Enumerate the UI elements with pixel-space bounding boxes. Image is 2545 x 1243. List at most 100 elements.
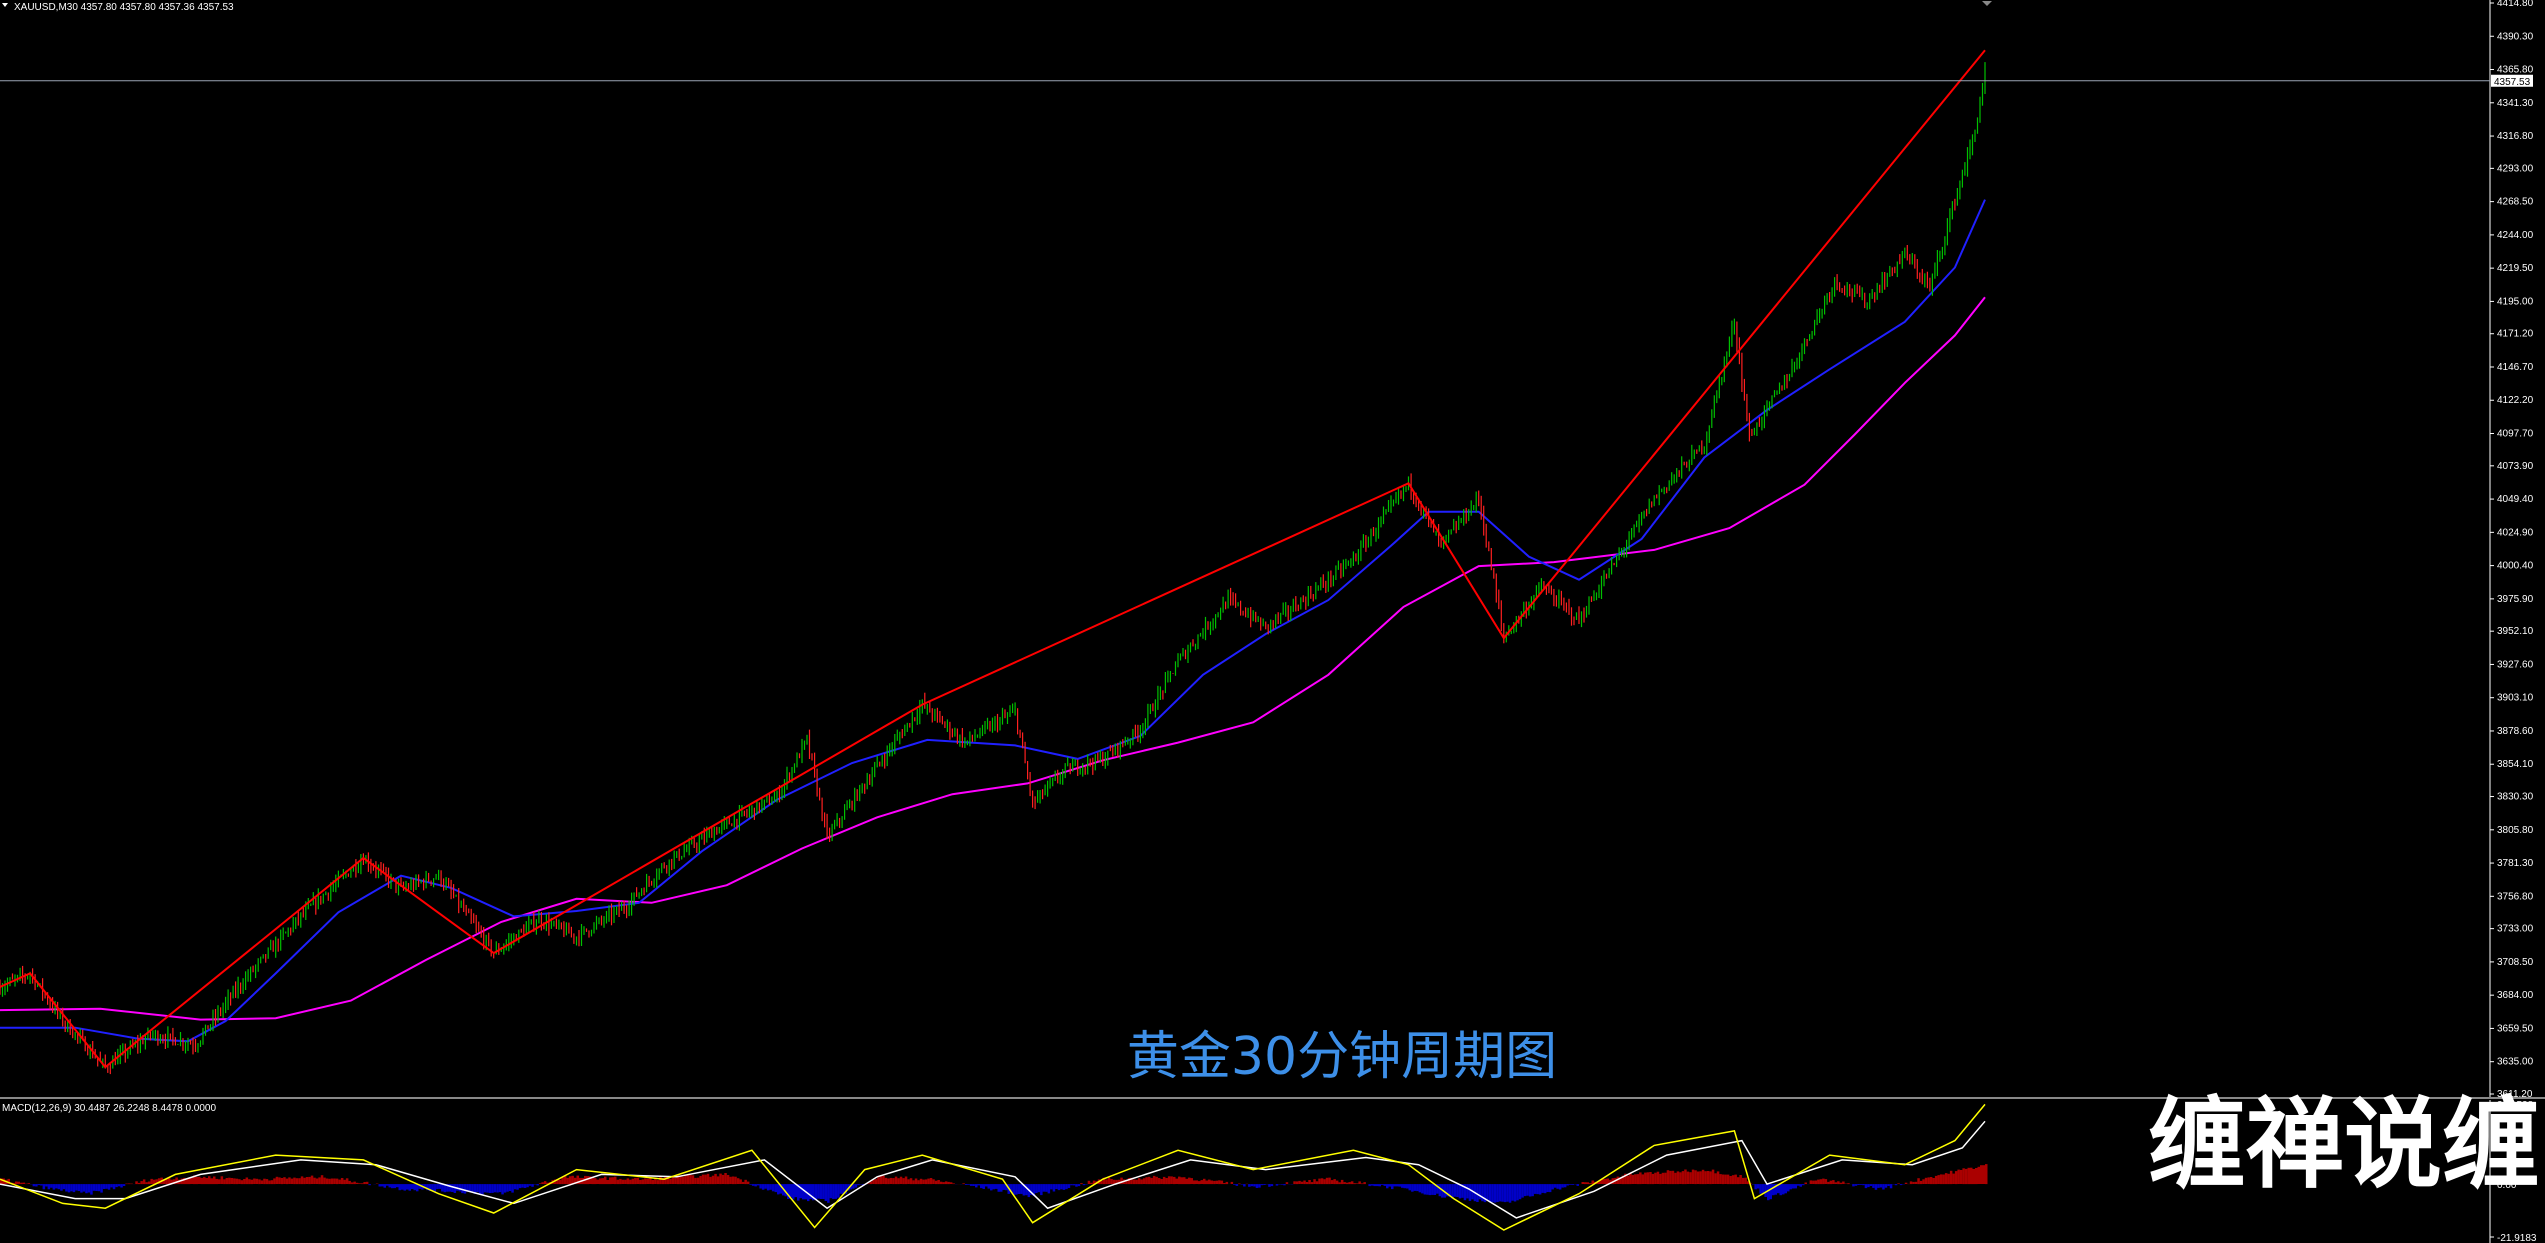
histogram-bar [1110,1179,1113,1184]
histogram-bar [942,1182,945,1185]
histogram-bar [1874,1184,1878,1190]
histogram-bar [478,1184,482,1194]
histogram-bar [210,1178,213,1185]
current-price-layer: 4357.53 [0,74,2533,88]
histogram-bar [1563,1184,1567,1188]
histogram-bar [1218,1180,1221,1185]
histogram-bar [1015,1184,1018,1195]
histogram-bar [1433,1184,1437,1195]
histogram-bar [1822,1178,1825,1185]
histogram-bar [268,1180,271,1185]
histogram-bar [1746,1181,1750,1185]
collapse-arrow-icon[interactable] [2,3,8,7]
histogram-bar [1664,1172,1667,1184]
histogram-bar [1493,1184,1497,1203]
histogram-bar [493,1184,497,1193]
histogram-bar [1769,1184,1772,1200]
histogram-bar [233,1178,236,1185]
histogram-bar [416,1184,419,1192]
zigzag-layer [0,49,1986,1069]
histogram-bar [1348,1182,1351,1185]
histogram-bar [1601,1178,1604,1184]
histogram-bar [1335,1180,1339,1185]
histogram-bar [829,1184,833,1199]
histogram-bar [1185,1178,1188,1185]
histogram-bar [1704,1171,1707,1185]
histogram-bar [155,1179,158,1184]
histogram-bar [152,1179,156,1185]
histogram-bar [975,1184,978,1188]
histogram-bar [511,1184,514,1193]
histogram-bar [1102,1177,1106,1185]
histogram-bar [243,1179,246,1185]
histogram-bar [902,1178,905,1185]
macd-tick-label: -21.9183 [2497,1233,2537,1243]
histogram-bar [1165,1178,1168,1185]
histogram-bar [27,1183,31,1184]
histogram-bar [987,1184,990,1189]
histogram-bar [1230,1181,1234,1184]
histogram-bar [972,1184,975,1186]
scroll-marker-icon[interactable] [1982,1,1992,6]
histogram-bar [1581,1182,1584,1184]
histogram-bar [1616,1176,1620,1184]
price-tick-label: 3830.30 [2497,792,2534,803]
histogram-bar [426,1184,429,1191]
histogram-bar [616,1179,620,1185]
histogram-bar [47,1184,51,1190]
histogram-bar [1952,1173,1955,1184]
histogram-bar [183,1177,186,1185]
histogram-bar [1518,1184,1522,1200]
current-price-tag: 4357.53 [2494,77,2531,88]
histogram-bar [501,1184,504,1195]
histogram-bar [1651,1173,1655,1185]
histogram-bar [75,1184,78,1191]
histogram-bar [561,1177,564,1185]
histogram-bar [172,1179,176,1185]
price-tick-label: 4049.40 [2497,494,2534,505]
histogram-bar [1962,1168,1965,1185]
histogram-bar [1125,1179,1128,1185]
histogram-bar [1959,1170,1963,1184]
histogram-bar [1213,1180,1216,1185]
histogram-bar [461,1184,464,1194]
histogram-bar [378,1184,381,1187]
histogram-bar [924,1179,928,1185]
histogram-bar [1869,1184,1873,1186]
histogram-bar [977,1184,980,1186]
histogram-bar [1080,1183,1083,1185]
histogram-bar [606,1180,609,1185]
histogram-bar [792,1184,795,1200]
histogram-bar [170,1179,173,1184]
histogram-bar [17,1181,20,1185]
histogram-bar [867,1183,870,1185]
histogram-bar [198,1176,201,1184]
histogram-bar [1270,1184,1274,1187]
histogram-bar [1416,1184,1419,1192]
histogram-bar [894,1176,898,1185]
histogram-bar [1426,1184,1429,1195]
histogram-bar [809,1184,812,1199]
histogram-bar [1799,1184,1802,1187]
histogram-bar [749,1184,752,1185]
histogram-bar [1173,1176,1176,1185]
histogram-bar [363,1182,366,1185]
histogram-bar [215,1178,218,1185]
histogram-bar [1388,1184,1391,1187]
histogram-bar [498,1184,502,1193]
histogram-bar [899,1176,903,1184]
histogram-bar [1897,1183,1900,1184]
histogram-bar [1526,1184,1529,1196]
histogram-bar [1912,1181,1915,1184]
histogram-bar [52,1184,56,1190]
histogram-bar [631,1178,635,1185]
histogram-bar [403,1184,406,1191]
histogram-bar [105,1184,108,1189]
histogram-bar [348,1180,351,1185]
macd-signal-layer [0,1120,1986,1219]
price-panel: 4414.80 4390.30 4365.80 4341.30 4316.80 4293.… [0,0,2545,1100]
histogram-bar [746,1181,750,1185]
histogram-bar [1285,1182,1289,1185]
histogram-bar [1298,1180,1301,1184]
histogram-bar [208,1176,211,1185]
